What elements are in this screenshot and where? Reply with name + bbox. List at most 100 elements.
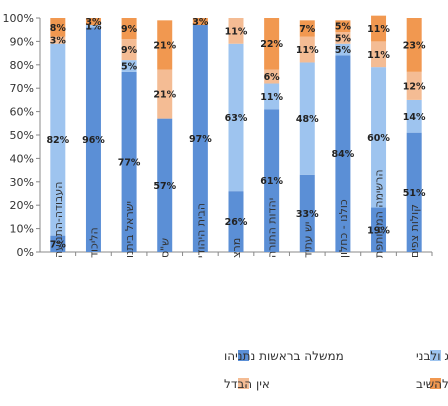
data-label: 7% — [299, 24, 316, 35]
legend-swatch — [430, 378, 441, 389]
data-label: 57% — [153, 181, 176, 192]
bar-segment — [50, 36, 66, 44]
bar-segment — [335, 32, 351, 44]
bar-segment — [371, 207, 387, 252]
bar-segment — [228, 18, 244, 44]
legend-label: אין הבדל — [224, 377, 270, 391]
bar-segment — [50, 43, 66, 236]
bar-segment — [85, 18, 101, 26]
data-label: 9% — [121, 45, 138, 56]
data-label: 11% — [225, 26, 248, 37]
data-label: 5% — [335, 22, 352, 33]
data-label: 5% — [335, 33, 352, 44]
y-tick-label: 0% — [17, 246, 34, 259]
bar-segment — [299, 174, 315, 252]
category-label: העבודה-התנועה — [52, 182, 65, 258]
data-label: 63% — [225, 113, 248, 124]
bar-segment — [121, 18, 137, 40]
y-tick-label: 60% — [10, 106, 34, 119]
bar-segment — [371, 67, 387, 208]
category-label: הליכוד — [87, 227, 100, 258]
legend-label: לא יודע/ מסרב להשיב — [416, 377, 448, 391]
data-label: 19% — [367, 225, 390, 236]
y-tick-label: 70% — [10, 82, 34, 95]
bar-segment — [335, 43, 351, 56]
data-label: 11% — [296, 45, 319, 56]
category-label: הבית היהודי — [194, 203, 207, 258]
legend-label: ממשלה בראשות הרצוג ולבני — [416, 349, 448, 363]
data-label: 33% — [296, 209, 319, 220]
bar-segment — [50, 235, 66, 252]
y-tick-label: 30% — [10, 176, 34, 189]
data-label: 61% — [260, 176, 283, 187]
y-tick-label: 40% — [10, 152, 34, 165]
data-label: 5% — [121, 61, 138, 72]
bar-segment — [264, 69, 280, 84]
data-label: 60% — [367, 133, 390, 144]
data-label: 21% — [153, 90, 176, 101]
data-label: 6% — [264, 72, 281, 83]
data-label: 48% — [296, 114, 319, 125]
category-label: ש"ס — [159, 238, 172, 258]
y-tick-label: 100% — [3, 12, 34, 25]
data-label: 23% — [403, 40, 426, 51]
bar-segment — [228, 191, 244, 252]
category-label: יהדות התורה — [266, 198, 279, 258]
y-tick-label: 80% — [10, 59, 34, 72]
category-label: יש עתיד — [301, 222, 314, 258]
data-label: 7% — [50, 239, 67, 250]
category-label: כולנו - כחלון — [337, 199, 350, 258]
bar-segment — [50, 18, 66, 37]
data-label: 96% — [82, 135, 105, 146]
data-label: 9% — [121, 24, 138, 35]
bar-segment — [157, 20, 173, 70]
data-label: 22% — [260, 39, 283, 50]
bar-segment — [371, 15, 387, 42]
bar-segment — [406, 71, 422, 100]
bar-segment — [406, 18, 422, 72]
legend-swatch — [430, 350, 441, 361]
data-label: 3% — [85, 17, 102, 28]
legend-swatch — [238, 350, 249, 361]
bar-segment — [85, 27, 101, 252]
legend-label: ממשלה בראשות נתניהו — [224, 349, 344, 363]
data-label: 11% — [367, 24, 390, 35]
bar-segment — [192, 25, 208, 252]
bar-segment — [299, 36, 315, 63]
bar-segment — [335, 55, 351, 252]
data-label: 77% — [118, 157, 141, 168]
bar-segment — [121, 60, 137, 72]
bar-segment — [406, 132, 422, 252]
data-label: 1% — [85, 22, 102, 33]
bar-segment — [121, 39, 137, 61]
bar-segment — [85, 25, 101, 28]
y-tick-label: 90% — [10, 35, 34, 48]
bar-segment — [157, 69, 173, 119]
data-label: 11% — [367, 50, 390, 61]
y-tick-label: 10% — [10, 223, 34, 236]
data-label: 82% — [46, 135, 69, 146]
data-label: 3% — [192, 17, 209, 28]
bar-segment — [335, 20, 351, 33]
legend-swatch — [238, 378, 249, 389]
data-label: 84% — [332, 149, 355, 160]
data-label: 26% — [225, 217, 248, 228]
bar-segment — [299, 62, 315, 175]
bar-segment — [192, 18, 208, 26]
y-tick-label: 20% — [10, 199, 34, 212]
category-label: מרצ — [230, 238, 243, 258]
data-label: 3% — [50, 36, 67, 47]
category-label: ישראל ביתנו — [123, 201, 136, 258]
y-tick-label: 50% — [10, 129, 34, 142]
data-label: 51% — [403, 188, 426, 199]
category-label: הרשימה המשותפת — [373, 169, 386, 258]
bar-segment — [299, 20, 315, 37]
bar-segment — [264, 83, 280, 110]
bar-segment — [121, 71, 137, 252]
data-label: 12% — [403, 81, 426, 92]
category-label: קולות צפים — [408, 204, 421, 258]
bar-segment — [371, 41, 387, 68]
data-label: 11% — [260, 92, 283, 103]
